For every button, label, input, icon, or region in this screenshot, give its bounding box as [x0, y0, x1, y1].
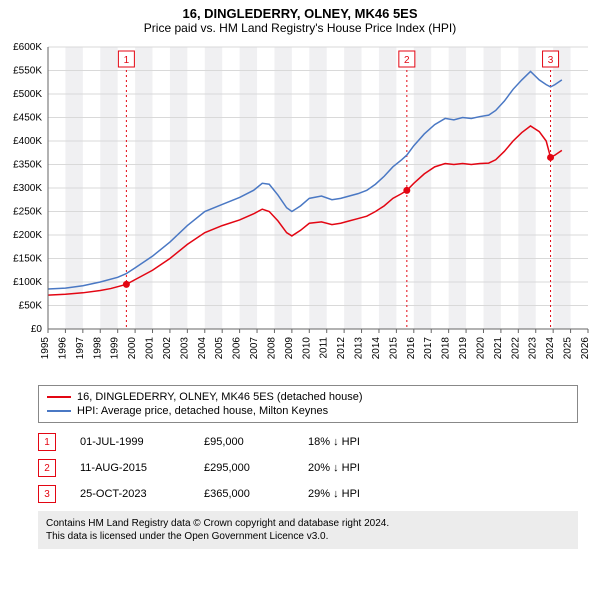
svg-text:£400K: £400K: [13, 136, 42, 147]
sale-marker: 2: [38, 459, 56, 477]
svg-text:1998: 1998: [92, 337, 103, 360]
svg-text:£150K: £150K: [13, 254, 42, 265]
svg-text:2025: 2025: [563, 337, 574, 360]
svg-text:2000: 2000: [127, 337, 138, 360]
svg-text:2026: 2026: [580, 337, 591, 360]
footnote: Contains HM Land Registry data © Crown c…: [38, 511, 578, 549]
svg-text:£50K: £50K: [19, 301, 43, 312]
legend-label: HPI: Average price, detached house, Milt…: [77, 405, 328, 417]
svg-text:£550K: £550K: [13, 66, 42, 77]
svg-text:2018: 2018: [441, 337, 452, 360]
sale-price: £95,000: [204, 436, 284, 448]
svg-text:2024: 2024: [545, 337, 556, 360]
svg-text:2013: 2013: [354, 337, 365, 360]
svg-text:1: 1: [124, 55, 130, 66]
legend-label: 16, DINGLEDERRY, OLNEY, MK46 5ES (detach…: [77, 391, 363, 403]
sale-price: £295,000: [204, 462, 284, 474]
svg-text:2019: 2019: [458, 337, 469, 360]
sale-price: £365,000: [204, 488, 284, 500]
svg-text:£0: £0: [31, 324, 43, 335]
line-chart: £0 £50K £100K £150K £200K £250K £300K £350K £400…: [0, 39, 600, 379]
legend-row: 16, DINGLEDERRY, OLNEY, MK46 5ES (detach…: [47, 390, 569, 404]
sale-diff: 18% ↓ HPI: [308, 436, 388, 448]
sale-row: 1 01-JUL-1999 £95,000 18% ↓ HPI: [38, 429, 578, 455]
svg-text:2011: 2011: [319, 337, 330, 359]
svg-text:£350K: £350K: [13, 160, 42, 171]
svg-text:2006: 2006: [232, 337, 243, 360]
svg-text:2016: 2016: [406, 337, 417, 360]
svg-text:2002: 2002: [162, 337, 173, 360]
svg-text:1996: 1996: [57, 337, 68, 360]
svg-text:2023: 2023: [528, 337, 539, 360]
sale-date: 25-OCT-2023: [80, 488, 180, 500]
svg-text:1995: 1995: [40, 337, 51, 360]
sale-marker: 3: [38, 485, 56, 503]
footnote-line: This data is licensed under the Open Gov…: [46, 530, 570, 543]
chart-title-line1: 16, DINGLEDERRY, OLNEY, MK46 5ES: [0, 0, 600, 21]
svg-text:2017: 2017: [423, 337, 434, 360]
svg-text:2010: 2010: [301, 337, 312, 360]
chart-title-line2: Price paid vs. HM Land Registry's House …: [0, 21, 600, 39]
svg-text:2004: 2004: [197, 337, 208, 360]
svg-text:£300K: £300K: [13, 183, 42, 194]
svg-text:2003: 2003: [179, 337, 190, 360]
legend-swatch: [47, 396, 71, 398]
svg-text:2007: 2007: [249, 337, 260, 360]
svg-text:1997: 1997: [75, 337, 86, 360]
svg-text:3: 3: [548, 55, 554, 66]
svg-text:£500K: £500K: [13, 89, 42, 100]
legend-swatch: [47, 410, 71, 412]
sales-table: 1 01-JUL-1999 £95,000 18% ↓ HPI 2 11-AUG-2015…: [38, 429, 578, 507]
chart-container: 16, DINGLEDERRY, OLNEY, MK46 5ES Price p…: [0, 0, 600, 549]
sale-row: 2 11-AUG-2015 £295,000 20% ↓ HPI: [38, 455, 578, 481]
svg-text:2020: 2020: [475, 337, 486, 360]
sale-diff: 29% ↓ HPI: [308, 488, 388, 500]
svg-text:£200K: £200K: [13, 230, 42, 241]
svg-text:£600K: £600K: [13, 42, 42, 53]
sale-date: 11-AUG-2015: [80, 462, 180, 474]
svg-text:£100K: £100K: [13, 277, 42, 288]
legend-row: HPI: Average price, detached house, Milt…: [47, 404, 569, 418]
svg-text:2005: 2005: [214, 337, 225, 360]
sale-date: 01-JUL-1999: [80, 436, 180, 448]
svg-text:2009: 2009: [284, 337, 295, 360]
svg-text:2014: 2014: [371, 337, 382, 360]
sale-row: 3 25-OCT-2023 £365,000 29% ↓ HPI: [38, 481, 578, 507]
svg-text:2012: 2012: [336, 337, 347, 360]
svg-text:2001: 2001: [145, 337, 156, 360]
svg-text:2008: 2008: [266, 337, 277, 360]
footnote-line: Contains HM Land Registry data © Crown c…: [46, 517, 570, 530]
legend: 16, DINGLEDERRY, OLNEY, MK46 5ES (detach…: [38, 385, 578, 423]
svg-text:£250K: £250K: [13, 207, 42, 218]
svg-text:2021: 2021: [493, 337, 504, 360]
sale-marker: 1: [38, 433, 56, 451]
svg-text:£450K: £450K: [13, 113, 42, 124]
sale-diff: 20% ↓ HPI: [308, 462, 388, 474]
svg-text:1999: 1999: [110, 337, 121, 360]
svg-text:2015: 2015: [388, 337, 399, 360]
svg-text:2022: 2022: [510, 337, 521, 360]
svg-text:2: 2: [404, 55, 410, 66]
